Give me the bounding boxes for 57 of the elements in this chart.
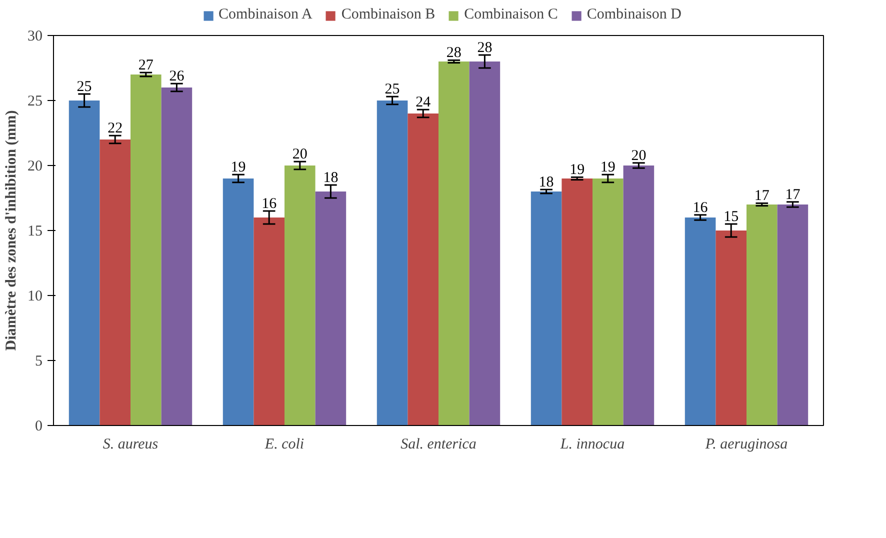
x-tick-label: P. aeruginosa [704,436,788,452]
bar [777,204,808,426]
bar [376,100,408,426]
bar [562,178,592,426]
y-tick-label: 20 [28,158,42,174]
bar [284,166,316,426]
bar [623,166,654,426]
data-label: 26 [169,68,185,85]
y-axis-title: Diamètre des zones d'inhibition (mm) [4,110,20,351]
bar [254,218,284,426]
bar [315,192,346,426]
data-label: 27 [138,58,154,74]
legend-label: Combinaison B [341,6,436,24]
legend-label: Combinaison A [218,6,312,24]
bar [592,178,624,426]
bar [438,62,470,426]
x-tick-label: S. aureus [102,436,158,452]
data-label: 24 [416,94,432,111]
legend-label: Combinaison C [464,6,558,24]
bar [716,230,746,426]
data-label: 20 [292,146,308,163]
data-label: 25 [384,82,400,98]
legend-label: Combinaison D [586,6,682,24]
x-tick-label: E. coli [264,436,304,452]
data-label: 16 [692,200,708,216]
x-tick-label: Sal. enterica [400,436,476,452]
data-label: 25 [76,79,92,95]
bar [100,140,130,426]
y-tick-label: 30 [28,28,42,44]
bar [222,178,254,426]
data-label: 28 [477,40,492,56]
data-label: 16 [262,196,278,212]
data-label: 19 [230,160,246,176]
y-tick-label: 0 [35,418,42,434]
y-tick-label: 25 [28,94,42,110]
data-label: 19 [570,162,585,178]
data-label: 17 [785,186,801,203]
y-tick-label: 15 [28,224,42,240]
bar [684,218,716,426]
bar [130,74,162,426]
data-label: 19 [600,160,616,176]
data-label: 17 [754,188,770,204]
bar [68,100,100,426]
bar [161,88,192,426]
y-tick-label: 5 [35,354,42,370]
data-label: 22 [108,120,123,137]
y-tick-label: 10 [28,288,42,304]
data-label: 28 [446,45,462,62]
x-tick-label: L. innocua [559,436,625,452]
bar [746,204,778,426]
bar [469,62,500,426]
bar [530,192,562,426]
bar [408,114,438,426]
data-label: 20 [631,148,646,164]
data-label: 18 [538,174,554,191]
data-label: 15 [724,209,739,225]
data-label: 18 [323,170,338,186]
